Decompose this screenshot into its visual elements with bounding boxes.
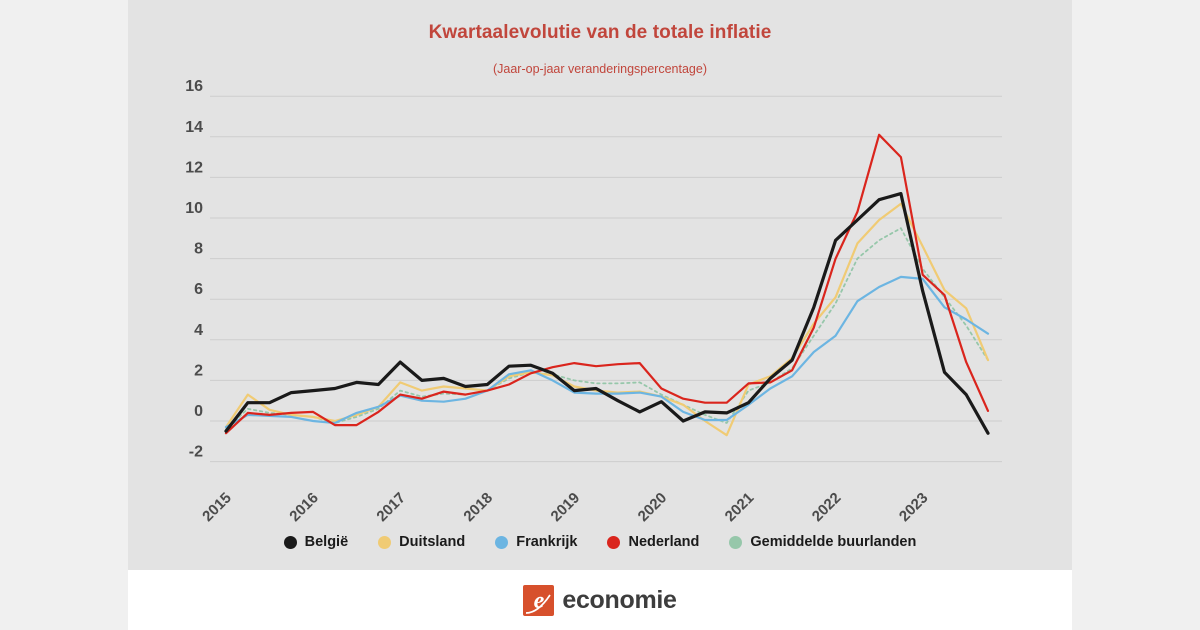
chart-title: Kwartaalevolutie van de totale inflatie — [428, 22, 772, 43]
x-axis-tick-label: 2020 — [635, 489, 671, 525]
inflation-line-chart: 16 14 12 10 8 6 4 2 0 -2 2015 2016 2017 2018 2019 2020 2… — [185, 78, 1002, 525]
y-axis-tick-label: 2 — [194, 362, 203, 379]
legend-label: Gemiddelde buurlanden — [750, 534, 917, 550]
line-series-duitsland — [224, 202, 990, 437]
legend-item-belgie: België — [283, 534, 349, 550]
legend-item-nederland: Nederland — [607, 534, 699, 550]
legend-label: België — [304, 534, 349, 550]
logo-text: economie — [562, 585, 677, 614]
chart-subtitle: (Jaar-op-jaar veranderingspercentage) — [492, 62, 707, 76]
line-series-gemiddelde-buurlanden — [225, 227, 989, 431]
legend-dot-belgie — [283, 535, 297, 549]
y-axis-tick-label: 8 — [194, 241, 203, 258]
legend-item-gemiddelde-buurlanden: Gemiddelde buurlanden — [729, 534, 916, 550]
svg-text:e: e — [534, 588, 545, 614]
x-axis-tick-label: 2018 — [460, 489, 496, 525]
chart-legend: België Duitsland Frankrijk Nederland Gem… — [128, 534, 1072, 550]
x-axis-tick-label: 2019 — [548, 489, 584, 525]
y-axis-tick-label: 4 — [194, 322, 203, 339]
legend-dot-gemiddelde-buurlanden — [729, 535, 743, 549]
legend-dot-duitsland — [378, 535, 392, 549]
legend-label: Duitsland — [399, 534, 466, 550]
legend-item-frankrijk: Frankrijk — [495, 534, 577, 550]
footer-logo-bar: e economie — [128, 570, 1072, 630]
line-series-nederland — [224, 133, 990, 435]
legend-label: Frankrijk — [516, 534, 578, 550]
x-axis-tick-label: 2023 — [896, 489, 932, 525]
y-axis-tick-label: 6 — [194, 281, 203, 298]
y-axis-tick-label: -2 — [189, 444, 203, 461]
y-axis-tick-label: 12 — [185, 159, 203, 176]
legend-dot-nederland — [607, 535, 621, 549]
y-axis-tick-label: 14 — [185, 119, 203, 136]
fod-economie-logo-icon: e — [523, 584, 555, 616]
x-axis-tick-label: 2015 — [199, 489, 235, 525]
y-axis-tick-label: 16 — [185, 78, 203, 95]
legend-dot-frankrijk — [495, 535, 509, 549]
x-axis-tick-label: 2016 — [286, 489, 322, 525]
x-axis-tick-label: 2021 — [722, 489, 758, 525]
x-axis-tick-label: 2017 — [373, 489, 409, 525]
chart-panel: Kwartaalevolutie van de totale inflatie … — [128, 0, 1072, 571]
y-axis-tick-label: 10 — [185, 200, 203, 217]
y-axis-tick-label: 0 — [194, 403, 203, 420]
x-axis-tick-label: 2022 — [809, 489, 845, 525]
line-series-belgi- — [224, 192, 990, 435]
legend-label: Nederland — [628, 534, 700, 550]
legend-item-duitsland: Duitsland — [378, 534, 465, 550]
